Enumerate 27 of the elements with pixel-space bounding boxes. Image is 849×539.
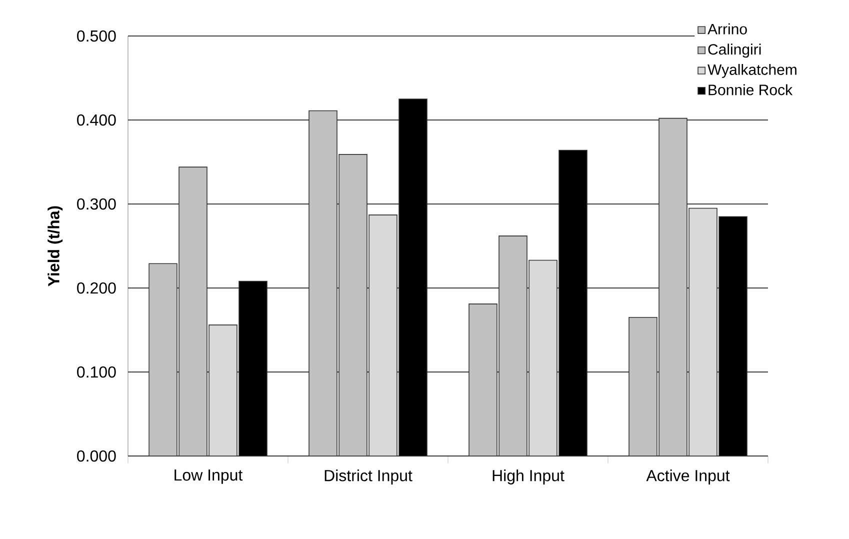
legend-label: Bonnie Rock <box>708 84 793 96</box>
y-axis-title: Yield (t/ha) <box>48 206 63 286</box>
legend-label: Arrino <box>708 23 747 34</box>
bar <box>658 118 688 456</box>
x-tick-label: District Input <box>324 470 412 484</box>
bar <box>468 304 498 456</box>
bar <box>688 208 718 456</box>
bar <box>528 260 558 456</box>
x-tick-label: Active Input <box>646 470 730 484</box>
bar <box>338 154 368 456</box>
bar <box>498 236 528 456</box>
legend-label: Calingiri <box>708 44 761 58</box>
bar <box>148 263 178 456</box>
x-tick-label: High Input <box>492 470 564 484</box>
y-tick-label: 0.500 <box>77 30 116 42</box>
y-tick-label: 0.300 <box>77 198 116 210</box>
bar <box>308 110 338 456</box>
y-tick-label: 0.400 <box>77 114 116 126</box>
bar <box>628 317 658 456</box>
bar <box>178 166 208 456</box>
y-tick-label: 0.000 <box>77 450 116 462</box>
legend-label: Wyalkatchem <box>708 64 796 78</box>
x-tick-label: Low Input <box>174 470 243 484</box>
y-tick-label: 0.100 <box>77 366 116 378</box>
bar <box>208 324 238 456</box>
bar <box>368 214 398 456</box>
y-tick-label: 0.200 <box>77 282 116 294</box>
